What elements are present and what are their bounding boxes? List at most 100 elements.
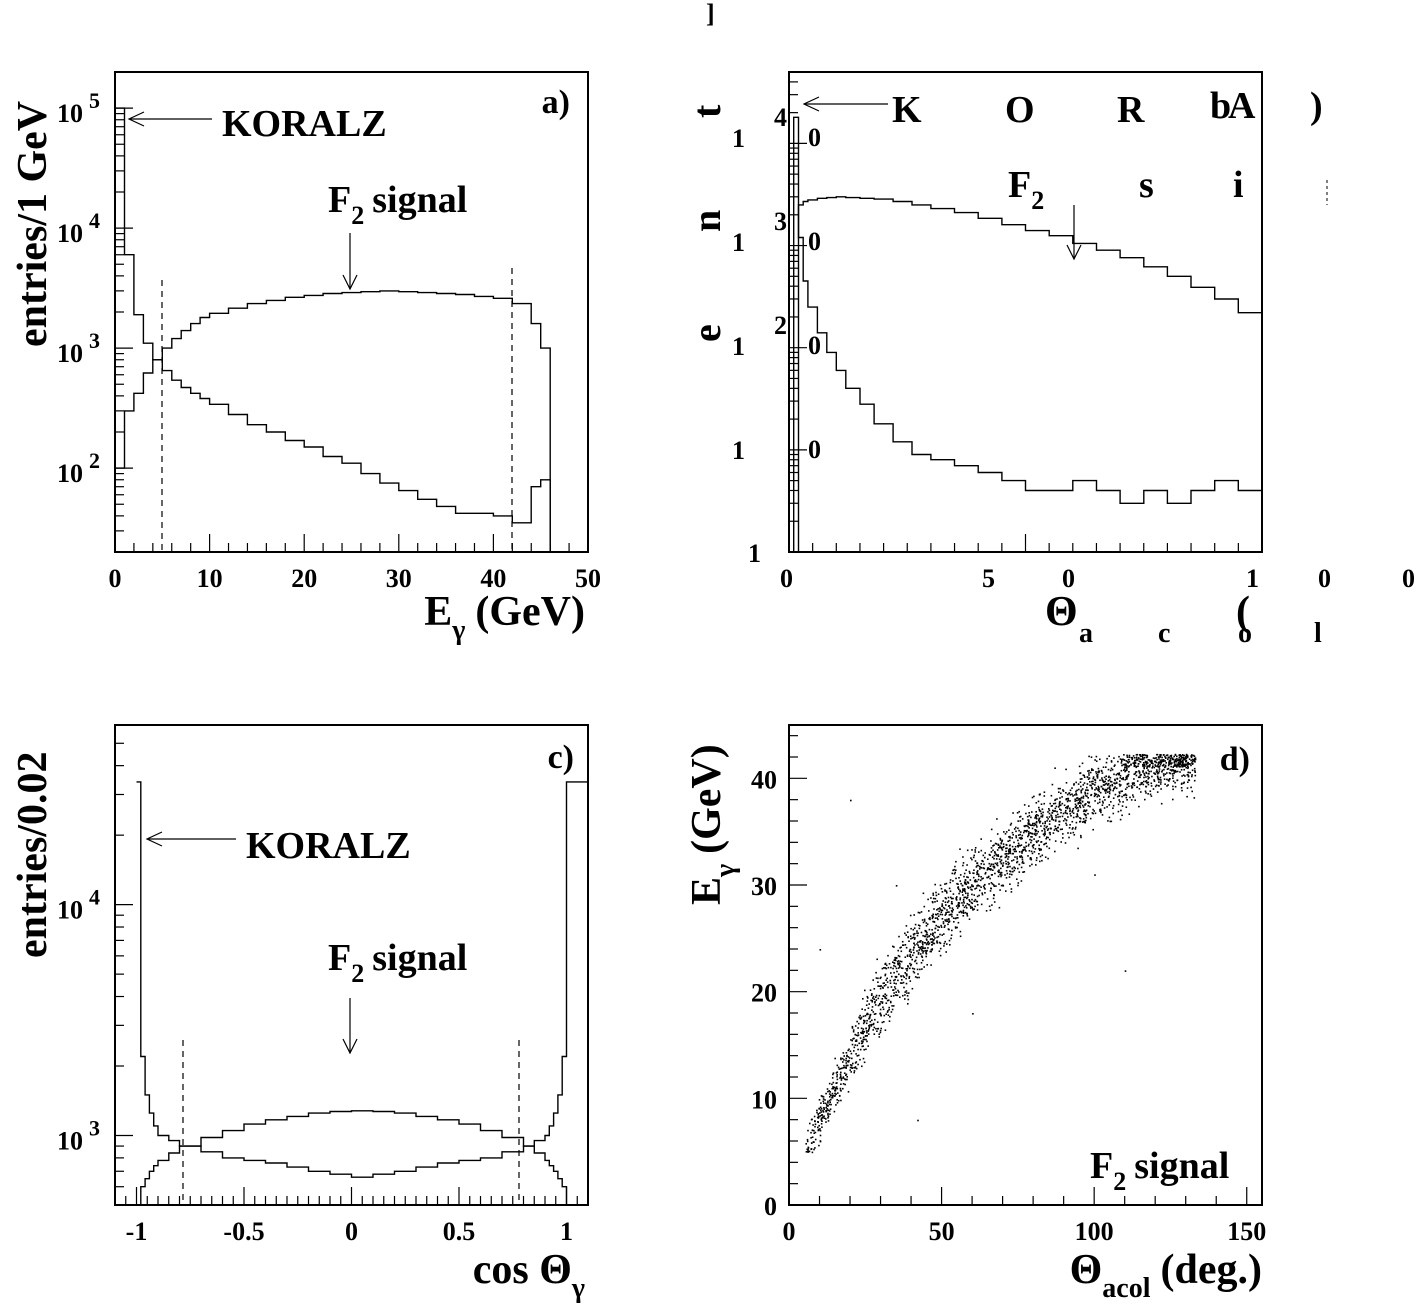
panel-d-scatter-point [950,909,953,912]
panel-d-scatter-point [825,1106,827,1109]
panel-d-scatter-point [1113,773,1115,776]
panel-b-koralz-arrowhead [802,96,820,112]
panel-d-scatter-point [1159,776,1162,779]
panel-d-scatter-point [1183,768,1185,771]
panel-d-scatter-point [1064,842,1067,844]
panel-d-scatter-point [1107,780,1110,782]
panel-d-scatter-point [1035,811,1037,813]
panel-d-scatter-point [993,857,995,860]
panel-d-scatter-point [810,1137,812,1139]
panel-d-scatter-point [976,880,978,883]
panel-d-scatter-point [1085,809,1088,811]
panel-d-scatter-point [1038,808,1041,811]
panel-d-scatter-point [1185,755,1188,758]
panel-d-scatter-point [945,882,948,885]
panel-d-scatter-point [904,991,906,993]
panel-d-scatter-point [954,865,956,868]
panel-d-scatter-point [1136,758,1138,760]
panel-d-scatter-point [829,1113,831,1115]
panel-d-scatter-point [1073,794,1076,796]
panel-d-scatter-point [959,898,961,901]
panel-d-scatter-point [1061,802,1064,805]
panel-d-scatter-point [820,1102,822,1104]
panel-d-scatter-point [1107,820,1109,822]
panel-d-scatter-point [1059,804,1062,806]
panel-d-scatter-point [1060,841,1062,843]
panel-c-series [136,781,588,1206]
panel-d-scatter-point [859,1037,862,1039]
panel-d-scatter-point [1186,765,1189,768]
panel-d-scatter-point [1136,780,1139,782]
panel-d-scatter-point [1092,808,1094,811]
panel-d-scatter-point [1146,761,1148,763]
panel-d-scatter-point [874,1001,876,1004]
panel-d-scatter-point [1180,756,1183,759]
panel-d-scatter-point [928,935,930,938]
panel-d-scatter-point [1012,834,1014,836]
panel-d-scatter-point [974,849,976,851]
panel-d-scatter-point [1132,796,1135,798]
panel-d-scatter-point [958,905,960,908]
panel-d-scatter-point [858,1022,860,1025]
panel-d-scatter-point [1067,797,1070,800]
panel-d-scatter-point [1159,754,1161,756]
panel-d-scatter-point [1150,795,1153,797]
panel-d-scatter-point [894,959,897,962]
panel-d-scatter-point [1157,776,1159,779]
panel-d-scatter-point [1037,830,1039,833]
panel-d-scatter-point [957,917,959,919]
panel-d-scatter-point [865,1030,868,1032]
panel-d-scatter-point [862,1022,865,1025]
panel-d-scatter-point [863,1048,865,1051]
panel-d-scatter-point [1055,814,1057,817]
panel-d-scatter-point [971,902,974,905]
panel-d-scatter-point [1140,783,1143,785]
panel-d-scatter-point [976,873,978,876]
panel-d-scatter-point [1021,837,1023,840]
panel-d-scatter-point [1046,836,1048,838]
panel-d-scatter-point [1017,842,1020,845]
panel-d-scatter-point [998,883,1000,885]
panel-d-scatter-point [1012,859,1015,861]
panel-d-scatter-point [1069,794,1072,796]
panel-d-scatter-point [1108,775,1110,778]
panel-d-scatter-point [1180,758,1182,760]
panel-d-scatter-point [1087,770,1089,772]
panel-d-scatter-point [1075,790,1077,793]
panel-d-scatter-point [946,920,949,923]
panel-d-scatter-point [1040,825,1042,827]
panel-d-scatter-point [1007,861,1009,864]
panel-d-scatter-point [1033,795,1035,798]
panel-d-scatter-point [1191,760,1194,763]
panel-d-scatter-point [1126,776,1128,779]
panel-d-scatter-point [887,1010,889,1012]
panel-d-scatter-point [853,1046,856,1049]
panel-d-scatter-point [889,1015,891,1018]
panel-d-scatter-point [872,1029,874,1031]
panel-d-scatter-point [1130,785,1133,787]
panel-d-scatter-point [1033,838,1035,840]
panel-d-scatter-point [967,882,970,884]
panel-d-scatter-point [967,876,969,879]
panel-d-scatter-point [819,949,822,951]
panel-d-scatter-point [967,892,969,895]
panel-d-scatter-point [1009,883,1011,885]
panel-d-scatter-point [1189,763,1191,765]
panel-d-scatter-point [842,1076,845,1078]
panel-d-scatter-point [983,863,985,866]
panel-d-scatter-point [1166,778,1168,781]
panel-d-scatter-point [1157,777,1159,780]
panel-d-scatter-point [817,1121,819,1123]
panel-d-scatter-point [935,891,937,894]
panel-d-scatter-point [945,904,947,906]
panel-d-scatter-point [986,869,989,871]
panel-d-scatter-point [1088,755,1090,758]
panel-d-scatter-point [1017,839,1019,842]
panel-d-scatter-point [1118,799,1120,801]
panel-d-scatter-point [999,837,1002,840]
panel-d-scatter-point [1145,780,1148,782]
panel-d-scatter-point [826,1088,829,1090]
panel-d-scatter-point [1148,765,1151,768]
panel-d-scatter-point [944,883,946,885]
panel-d-scatter-point [1043,843,1045,846]
